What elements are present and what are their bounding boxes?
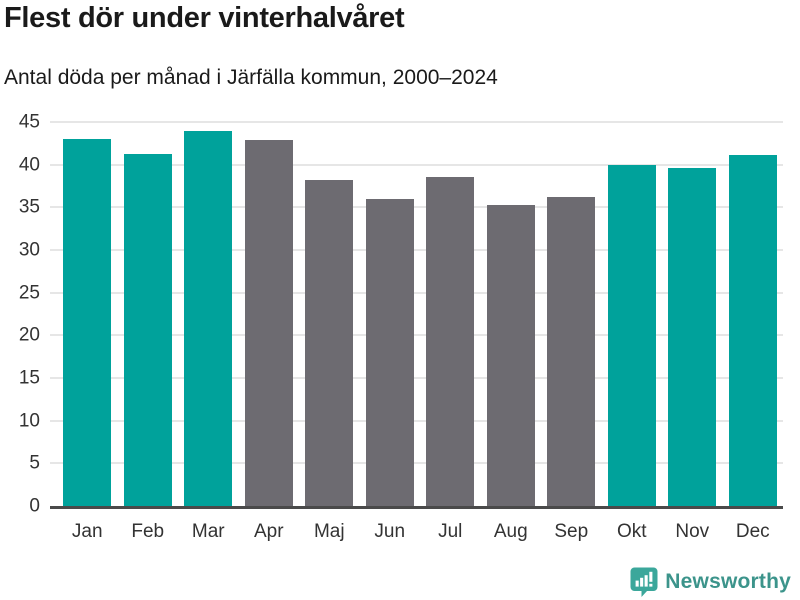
gridline-30 [50,248,783,251]
y-tick-5: 5 [29,452,40,474]
bar-jun [365,198,414,506]
bar-maj [305,180,354,506]
bar-sep [547,197,596,506]
gridline-25 [50,291,783,294]
bar-series [57,122,783,506]
bar-slot-feb [118,122,179,506]
x-label-jul: Jul [438,521,463,542]
gridline-45 [50,121,783,123]
gridline-10 [50,419,783,422]
bar-slot-jun [360,122,421,506]
bar-chart-plot-area: 0 5 10 15 20 25 30 35 40 45 Jan Feb Mar Apr Maj Jun Jul… [19,113,783,542]
x-label-aug: Aug [493,521,528,542]
y-tick-35: 35 [18,196,40,218]
x-label-sep: Sep [554,521,589,542]
x-label-feb: Feb [131,521,165,542]
bar-slot-dec [723,122,784,506]
bar-slot-nov [662,122,723,506]
bar-mar [184,130,233,506]
x-axis-line [50,506,783,509]
y-tick-40: 40 [18,154,40,176]
bar-slot-jul [420,122,481,506]
bar-jan [63,139,112,506]
bar-slot-sep [541,122,602,506]
bar-slot-mar [178,122,239,506]
x-label-okt: Okt [616,521,647,542]
gridline-20 [50,334,783,337]
x-label-apr: Apr [253,521,284,542]
brand-name: Newsworthy [665,570,791,593]
bar-slot-apr [239,122,300,506]
brand-footer: Newsworthy [630,567,791,597]
gridline-40 [50,163,783,166]
bar-nov [668,168,717,506]
bar-slot-maj [299,122,360,506]
bar-dec [728,155,777,506]
x-label-jan: Jan [71,521,103,542]
x-label-dec: Dec [735,521,770,542]
bar-slot-jan [57,122,118,506]
newsworthy-logo-icon [630,567,658,597]
y-tick-10: 10 [18,410,40,432]
gridline-15 [50,376,783,379]
gridline-5 [50,462,783,465]
x-label-nov: Nov [675,521,710,542]
bar-feb [123,154,172,506]
chart-title: Flest dör under vinterhalvåret [4,2,405,34]
bar-aug [486,204,535,506]
bar-slot-okt [602,122,663,506]
y-tick-30: 30 [18,239,40,261]
y-axis-tick-labels: 0 5 10 15 20 25 30 35 40 45 [0,113,48,516]
bar-apr [244,139,293,506]
bar-okt [607,164,656,506]
gridline-35 [50,206,783,209]
y-tick-15: 15 [18,367,40,389]
chart-subtitle: Antal döda per månad i Järfälla kommun, … [4,66,498,89]
x-label-mar: Mar [191,521,225,542]
x-label-jun: Jun [374,521,406,542]
y-tick-20: 20 [18,324,40,346]
y-tick-25: 25 [18,282,40,304]
y-tick-45: 45 [18,111,40,133]
x-axis-labels: Jan Feb Mar Apr Maj Jun Jul Aug Sep Okt Nov Dec [57,521,783,543]
bar-slot-aug [481,122,542,506]
x-label-maj: Maj [313,521,345,542]
y-tick-0: 0 [29,495,40,517]
bar-jul [426,177,475,506]
